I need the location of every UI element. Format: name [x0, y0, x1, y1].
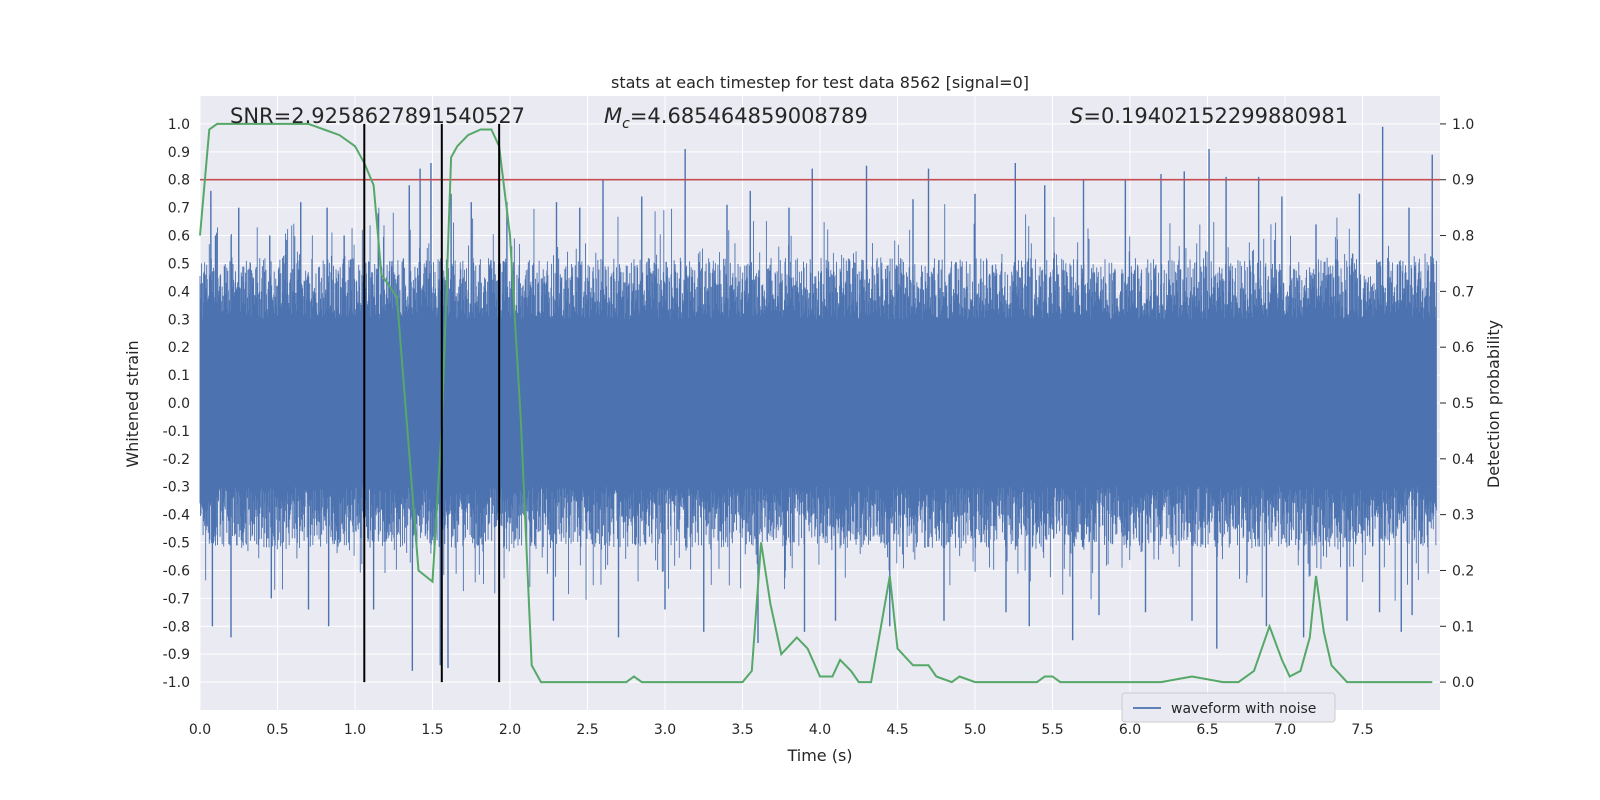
- detection-probability-series: [199, 122, 1433, 684]
- y2-tick-labels: 1.0 0.9 0.8 0.7 0.6 0.5 0.4 0.3 0.2 0.1 0.0: [1440, 117, 1474, 691]
- marker-lines: [363, 123, 501, 683]
- y-tick-label: 0.8: [168, 173, 190, 189]
- x-tick-label: 1.0: [344, 722, 366, 738]
- x-tick-label: 3.0: [654, 722, 676, 738]
- y-tick-label: -1.0: [163, 675, 190, 691]
- s-value: =0.19402152299880981: [1083, 104, 1348, 128]
- x-tick-label: 7.5: [1351, 722, 1373, 738]
- snr-annotation: SNR=2.9258627891540527: [230, 104, 525, 128]
- legend-box: [1121, 692, 1336, 723]
- detection-probability-line: [199, 122, 1433, 684]
- y2-tick-label: 0.3: [1452, 508, 1474, 524]
- y-tick-label: -0.5: [163, 536, 190, 552]
- y2-tick-label: 0.8: [1452, 229, 1474, 245]
- y2-tick-label: 0.1: [1452, 619, 1474, 635]
- y-tick-label: -0.2: [163, 452, 190, 468]
- y-tick-label: 0.6: [168, 229, 190, 245]
- waveform-spikes: [210, 126, 1433, 671]
- y-tick-label: -0.4: [163, 508, 190, 524]
- y2-tick-label: 0.5: [1452, 396, 1474, 412]
- y-tick-label: -0.9: [163, 647, 190, 663]
- y2-axis-label: Detection probability: [1484, 320, 1503, 488]
- y-axis-label: Whitened strain: [123, 340, 142, 467]
- x-tick-label: 5.5: [1041, 722, 1063, 738]
- y-tick-label: 0.2: [168, 340, 190, 356]
- x-tick-label: 0.0: [189, 722, 211, 738]
- x-tick-label: 6.5: [1196, 722, 1218, 738]
- chirp-mass-value: =4.685464859008789: [630, 104, 868, 128]
- x-axis-label: Time (s): [786, 746, 852, 765]
- y-tick-label: 0.4: [168, 284, 190, 300]
- x-tick-label: 3.5: [731, 722, 753, 738]
- y2-tick-label: 0.9: [1452, 173, 1474, 189]
- y-tick-label: -0.8: [163, 619, 190, 635]
- y2-tick-label: 0.0: [1452, 675, 1474, 691]
- y2-tick-label: 0.6: [1452, 340, 1474, 356]
- y-tick-label: 0.9: [168, 145, 190, 161]
- s-statistic-annotation: S=0.19402152299880981: [1070, 104, 1348, 128]
- s-symbol: S: [1070, 104, 1083, 128]
- x-tick-label: 6.0: [1119, 722, 1141, 738]
- x-tick-label: 2.5: [576, 722, 598, 738]
- y2-tick-label: 0.2: [1452, 563, 1474, 579]
- x-tick-label: 4.5: [886, 722, 908, 738]
- x-tick-label: 0.5: [266, 722, 288, 738]
- y-tick-label: 0.1: [168, 368, 190, 384]
- x-tick-label: 4.0: [809, 722, 831, 738]
- waveform-series: [199, 126, 1437, 671]
- y-tick-label: 1.0: [168, 117, 190, 133]
- y-tick-label: -0.1: [163, 424, 190, 440]
- chart-title: stats at each timestep for test data 856…: [611, 73, 1029, 92]
- legend-label: waveform with noise: [1171, 701, 1316, 717]
- y2-tick-label: 0.4: [1452, 452, 1474, 468]
- y-tick-label: 0.5: [168, 256, 190, 272]
- y2-tick-label: 1.0: [1452, 117, 1474, 133]
- chirp-mass-annotation: Mc=4.685464859008789: [604, 104, 868, 132]
- y-tick-label: 0.3: [168, 312, 190, 328]
- y-tick-label: -0.3: [163, 480, 190, 496]
- y-tick-label: 0.0: [168, 396, 190, 412]
- x-tick-label: 2.0: [499, 722, 521, 738]
- x-tick-label: 5.0: [964, 722, 986, 738]
- y-tick-label: -0.6: [163, 563, 190, 579]
- y-tick-label: 0.7: [168, 201, 190, 217]
- y-tick-label: -0.7: [163, 591, 190, 607]
- chirp-mass-subscript: c: [622, 116, 630, 132]
- y-tick-labels: 1.0 0.9 0.8 0.7 0.6 0.5 0.4 0.3 0.2 0.1 0.0 -0.1 -0.…: [163, 117, 190, 691]
- x-tick-label: 7.0: [1274, 722, 1296, 738]
- x-tick-label: 1.5: [421, 722, 443, 738]
- x-tick-labels: 0.0 0.5 1.0 1.5 2.0 2.5 3.0 3.5 4.0 4.5 5.0 5.5 6.0 6…: [189, 722, 1374, 738]
- y2-tick-label: 0.7: [1452, 284, 1474, 300]
- legend: waveform with noise: [1121, 692, 1336, 723]
- chirp-mass-symbol: M: [604, 104, 622, 128]
